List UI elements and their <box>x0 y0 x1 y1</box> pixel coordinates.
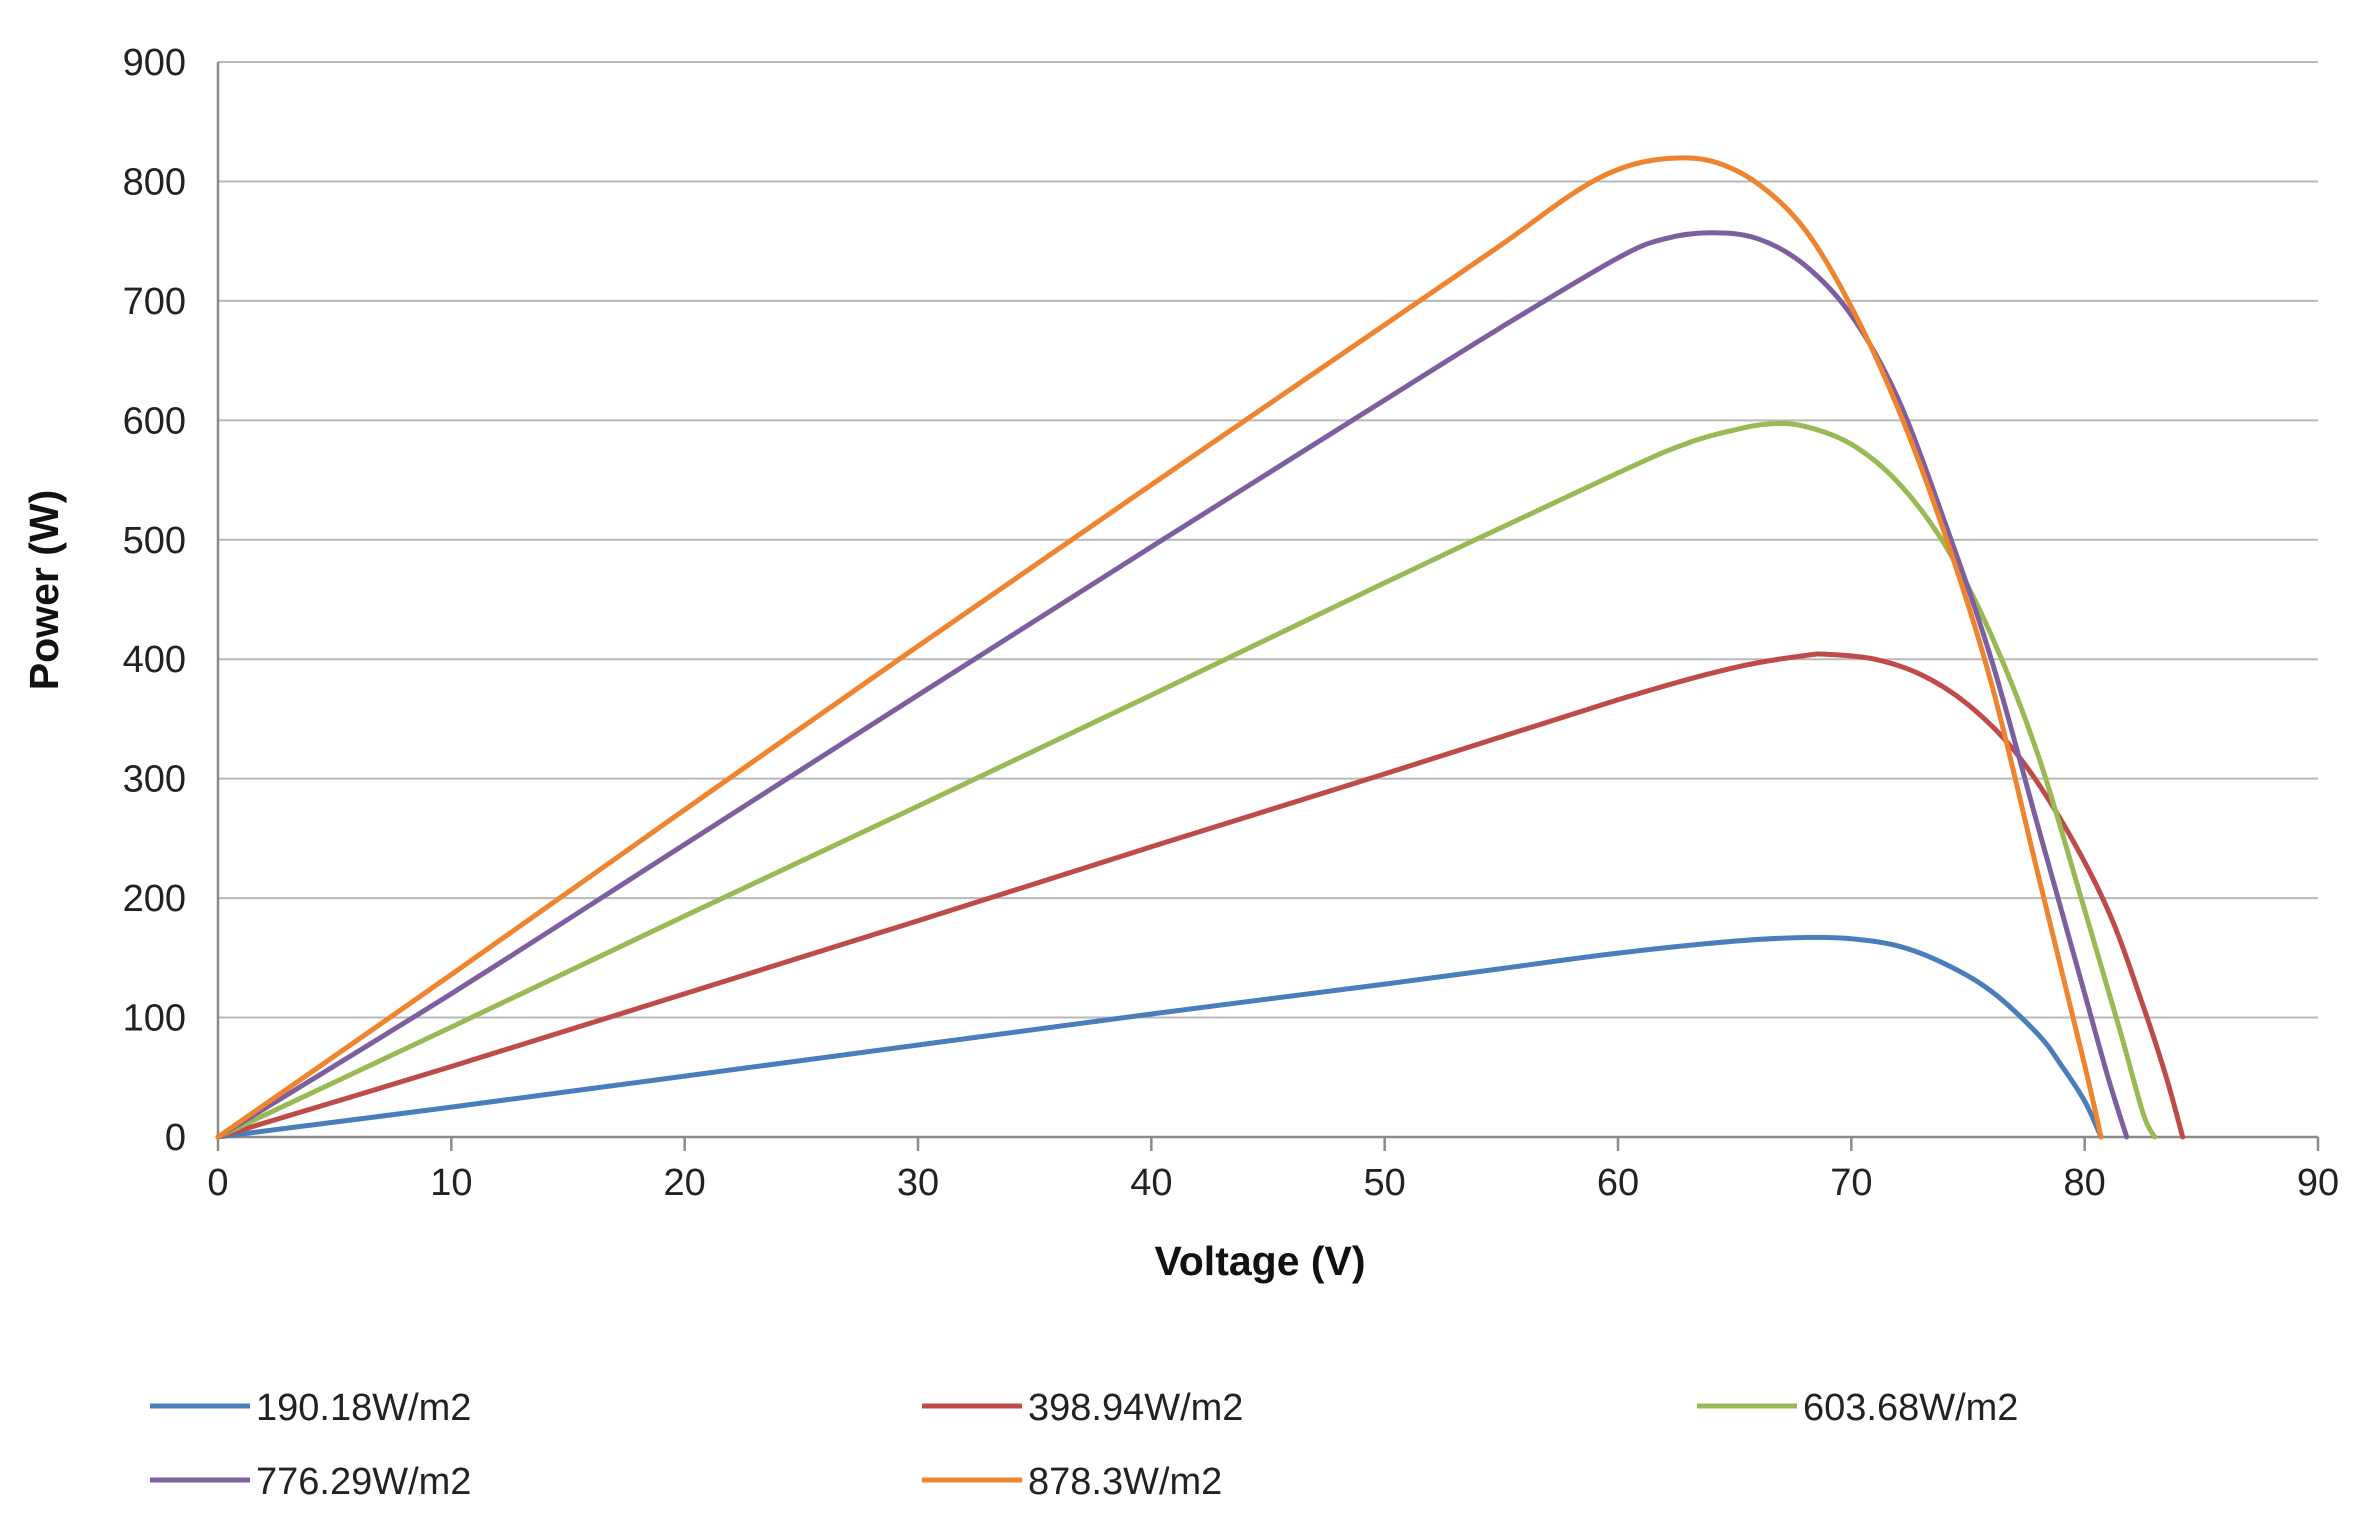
y-tick-label: 0 <box>165 1117 186 1159</box>
series-line-0 <box>215 934 2104 1140</box>
y-tick-label: 500 <box>123 520 186 562</box>
legend: 190.18W/m2 398.94W/m2 603.68W/m2 776.29W/m2… <box>150 1387 2018 1503</box>
x-tick-label: 90 <box>2297 1162 2339 1204</box>
x-tick-label: 60 <box>1597 1162 1639 1204</box>
y-tick-label: 200 <box>123 878 186 920</box>
y-tick-label: 600 <box>123 400 186 442</box>
y-tick-label: 400 <box>123 639 186 681</box>
x-tick-label: 20 <box>664 1162 706 1204</box>
legend-item: 603.68W/m2 <box>1697 1387 2018 1429</box>
legend-label: 603.68W/m2 <box>1803 1387 2018 1429</box>
legend-label: 398.94W/m2 <box>1028 1387 1243 1429</box>
x-tick-label: 30 <box>897 1162 939 1204</box>
series-lines <box>215 155 2186 1140</box>
series-line-4 <box>215 155 2104 1140</box>
y-tick-label: 900 <box>123 42 186 84</box>
y-tick-label: 100 <box>123 998 186 1040</box>
x-axis-title: Voltage (V) <box>1154 1238 1365 1284</box>
y-tick-labels: 0 100 200 300 400 500 600 700 800 900 <box>123 42 186 1159</box>
x-tick-label: 40 <box>1130 1162 1172 1204</box>
legend-label: 878.3W/m2 <box>1028 1461 1222 1503</box>
legend-item: 398.94W/m2 <box>922 1387 1243 1429</box>
y-axis-title: Power (W) <box>21 490 67 690</box>
grid <box>218 61 2318 1019</box>
x-tick-label: 10 <box>430 1162 472 1204</box>
x-tick-label: 80 <box>2064 1162 2106 1204</box>
series-line-3 <box>215 230 2130 1140</box>
series-line-2 <box>215 420 2158 1140</box>
y-tick-label: 300 <box>123 759 186 801</box>
y-tick-label: 700 <box>123 281 186 323</box>
legend-item: 878.3W/m2 <box>922 1461 1222 1503</box>
legend-item: 776.29W/m2 <box>150 1461 471 1503</box>
x-tick-label: 70 <box>1830 1162 1872 1204</box>
x-tick-label: 50 <box>1364 1162 1406 1204</box>
legend-item: 190.18W/m2 <box>150 1387 471 1429</box>
series-line-1 <box>215 651 2186 1140</box>
legend-label: 776.29W/m2 <box>256 1461 471 1503</box>
x-tick-label: 0 <box>207 1162 228 1204</box>
y-tick-label: 800 <box>123 161 186 203</box>
x-tick-labels: 0 10 20 30 40 50 60 70 80 90 <box>207 1162 2339 1204</box>
legend-label: 190.18W/m2 <box>256 1387 471 1429</box>
